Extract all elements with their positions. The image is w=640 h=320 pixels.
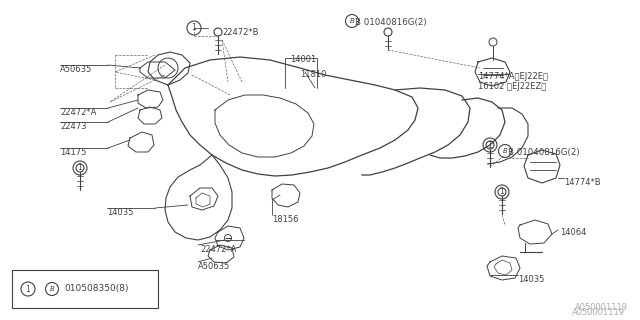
Text: 14035: 14035 — [518, 275, 545, 284]
Text: 22472*A: 22472*A — [60, 108, 97, 117]
Text: 11810: 11810 — [300, 70, 326, 79]
Text: B 01040816G(2): B 01040816G(2) — [355, 18, 427, 27]
Text: B: B — [50, 286, 54, 292]
Text: 1: 1 — [26, 284, 30, 293]
Text: 14064: 14064 — [560, 228, 586, 237]
Text: 18156: 18156 — [272, 215, 298, 224]
Text: 16102 〈EJ22EZ〉: 16102 〈EJ22EZ〉 — [478, 82, 547, 91]
Text: A50635: A50635 — [198, 262, 230, 271]
Text: 22473: 22473 — [60, 122, 86, 131]
Text: 22472*A: 22472*A — [200, 245, 236, 254]
Text: 1: 1 — [500, 188, 504, 196]
Text: 14175: 14175 — [60, 148, 86, 157]
Text: B: B — [349, 18, 355, 24]
Text: 1: 1 — [191, 23, 196, 33]
Text: 14774*B: 14774*B — [564, 178, 600, 187]
Text: B 01040816G(2): B 01040816G(2) — [508, 148, 580, 157]
Text: 14035: 14035 — [107, 208, 133, 217]
Text: 14001: 14001 — [290, 55, 316, 64]
Text: 22472*B: 22472*B — [222, 28, 259, 37]
Text: A050001119: A050001119 — [572, 308, 625, 317]
Text: 010508350(8): 010508350(8) — [64, 284, 129, 293]
Text: 14774*A〈EJ22E〉: 14774*A〈EJ22E〉 — [478, 72, 548, 81]
Text: 1: 1 — [488, 140, 492, 149]
Text: 1: 1 — [77, 164, 83, 172]
Text: B: B — [502, 148, 508, 154]
Text: A050001119: A050001119 — [575, 303, 628, 312]
Text: A50635: A50635 — [60, 65, 92, 74]
